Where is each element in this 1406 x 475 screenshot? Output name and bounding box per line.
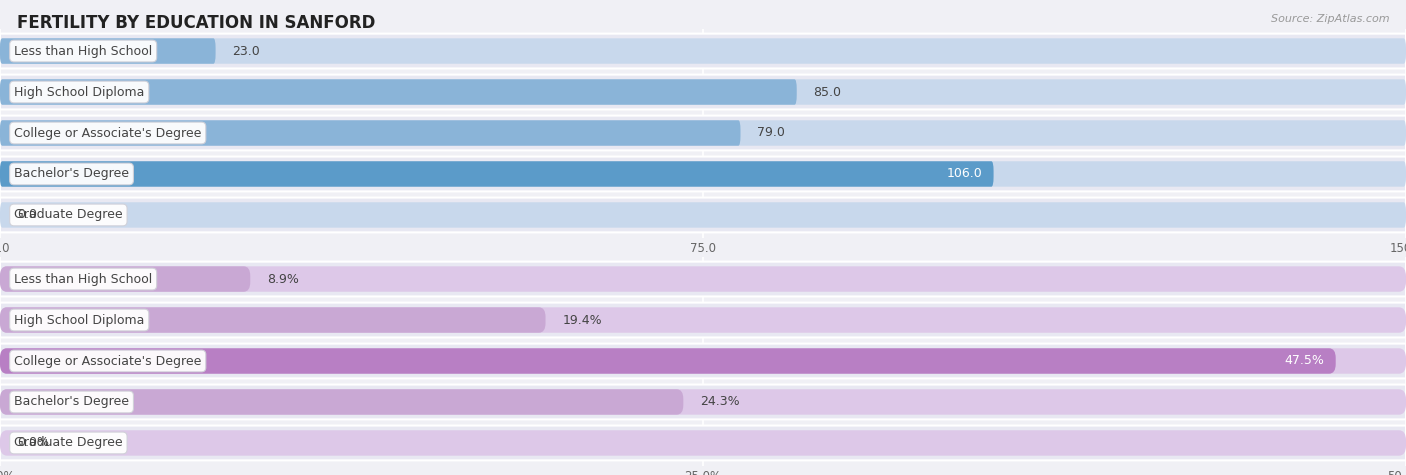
FancyBboxPatch shape (0, 266, 1406, 292)
Text: Bachelor's Degree: Bachelor's Degree (14, 168, 129, 180)
Text: College or Associate's Degree: College or Associate's Degree (14, 126, 201, 140)
Text: Graduate Degree: Graduate Degree (14, 437, 122, 449)
FancyBboxPatch shape (0, 120, 741, 146)
FancyBboxPatch shape (0, 38, 1406, 64)
Text: 79.0: 79.0 (758, 126, 785, 140)
Text: 0.0: 0.0 (17, 209, 37, 221)
FancyBboxPatch shape (0, 120, 1406, 146)
FancyBboxPatch shape (0, 202, 1406, 228)
FancyBboxPatch shape (0, 198, 1406, 232)
FancyBboxPatch shape (0, 79, 1406, 104)
FancyBboxPatch shape (0, 348, 1336, 374)
Text: Less than High School: Less than High School (14, 45, 152, 57)
Text: High School Diploma: High School Diploma (14, 314, 145, 326)
FancyBboxPatch shape (0, 162, 1406, 187)
FancyBboxPatch shape (0, 390, 1406, 415)
FancyBboxPatch shape (0, 303, 1406, 337)
Text: High School Diploma: High School Diploma (14, 86, 145, 98)
Text: 24.3%: 24.3% (700, 396, 740, 408)
FancyBboxPatch shape (0, 343, 1406, 379)
FancyBboxPatch shape (0, 426, 1406, 460)
Text: College or Associate's Degree: College or Associate's Degree (14, 354, 201, 368)
FancyBboxPatch shape (0, 79, 797, 104)
Text: 106.0: 106.0 (946, 168, 983, 180)
FancyBboxPatch shape (0, 390, 683, 415)
FancyBboxPatch shape (0, 430, 1406, 456)
FancyBboxPatch shape (0, 262, 1406, 296)
FancyBboxPatch shape (0, 162, 994, 187)
Text: Source: ZipAtlas.com: Source: ZipAtlas.com (1271, 14, 1389, 24)
Text: 23.0: 23.0 (232, 45, 260, 57)
FancyBboxPatch shape (0, 115, 1406, 151)
Text: 0.0%: 0.0% (17, 437, 49, 449)
FancyBboxPatch shape (0, 34, 1406, 68)
FancyBboxPatch shape (0, 266, 250, 292)
FancyBboxPatch shape (0, 75, 1406, 109)
FancyBboxPatch shape (0, 307, 546, 332)
Text: Graduate Degree: Graduate Degree (14, 209, 122, 221)
Text: FERTILITY BY EDUCATION IN SANFORD: FERTILITY BY EDUCATION IN SANFORD (17, 14, 375, 32)
FancyBboxPatch shape (0, 38, 215, 64)
FancyBboxPatch shape (0, 157, 1406, 191)
Text: Bachelor's Degree: Bachelor's Degree (14, 396, 129, 408)
FancyBboxPatch shape (0, 348, 1406, 374)
FancyBboxPatch shape (0, 385, 1406, 419)
Text: Less than High School: Less than High School (14, 273, 152, 285)
Text: 8.9%: 8.9% (267, 273, 299, 285)
Text: 19.4%: 19.4% (562, 314, 602, 326)
FancyBboxPatch shape (0, 307, 1406, 332)
Text: 85.0: 85.0 (814, 86, 842, 98)
Text: 47.5%: 47.5% (1285, 354, 1324, 368)
